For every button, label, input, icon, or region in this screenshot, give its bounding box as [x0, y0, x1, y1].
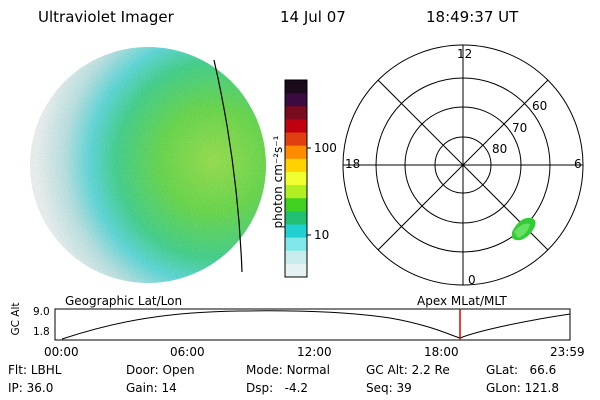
status-ip: IP: 36.0 [8, 381, 54, 395]
status-glon: GLon: 121.8 [486, 381, 559, 395]
timeline-x-tick-3: 18:00 [424, 345, 459, 359]
status-glat: GLat: 66.6 [486, 363, 557, 377]
status-flt: Flt: LBHL [8, 363, 62, 377]
colorbar-unit-label: photon cm⁻²s⁻¹ [271, 135, 285, 229]
time-label: 18:49:37 UT [426, 8, 519, 26]
status-gc-alt: GC Alt: 2.2 Re [366, 363, 450, 377]
colorbar-band [285, 93, 307, 107]
mlat-label-70: 70 [512, 121, 528, 135]
colorbar-tick-100: 100 [314, 141, 337, 155]
mlt-label-18: 18 [345, 157, 361, 171]
mlt-label-12: 12 [457, 47, 473, 61]
uv-earth-image [30, 47, 266, 283]
status-seq: Seq: 39 [366, 381, 412, 395]
status-dsp: Dsp: -4.2 [246, 381, 309, 395]
colorbar-tick-10: 10 [314, 228, 330, 242]
altitude-timeline [54, 308, 571, 341]
polar-grid [342, 44, 584, 286]
timeline-y-tick-1-8: 1.8 [33, 326, 50, 338]
colorbar-band [285, 132, 307, 147]
apex-label: Apex MLat/MLT [417, 294, 507, 308]
date-label: 14 Jul 07 [280, 8, 346, 26]
mlt-label-6: 6 [574, 157, 582, 171]
colorbar-band [285, 224, 307, 239]
colorbar-band [285, 198, 307, 212]
aurora-patch [512, 217, 536, 241]
colorbar-band [285, 263, 307, 278]
status-door: Door: Open [126, 363, 195, 377]
instrument-title: Ultraviolet Imager [38, 8, 174, 26]
timeline-x-tick-0: 00:00 [44, 345, 79, 359]
mlat-label-80: 80 [492, 142, 508, 156]
colorbar-band [285, 237, 307, 252]
timeline-x-tick-1: 06:00 [170, 345, 205, 359]
timeline-y-tick-9: 9.0 [33, 306, 50, 318]
geographic-label: Geographic Lat/Lon [65, 294, 183, 308]
colorbar-band [285, 119, 307, 134]
timeline-y-label: GC Alt [10, 302, 22, 336]
colorbar-band [285, 211, 307, 225]
status-mode: Mode: Normal [246, 363, 330, 377]
timeline-x-tick-2: 12:00 [297, 345, 332, 359]
terminator-line [213, 59, 243, 273]
colorbar [285, 80, 307, 278]
colorbar-band [285, 185, 307, 199]
colorbar-band [285, 106, 307, 120]
colorbar-band [285, 145, 307, 160]
colorbar-band [285, 250, 307, 265]
colorbar-band [285, 171, 307, 186]
colorbar-band [285, 158, 307, 173]
timeline-x-tick-4: 23:59 [550, 345, 585, 359]
mlt-label-0: 0 [468, 273, 476, 287]
status-gain: Gain: 14 [126, 381, 177, 395]
mlat-label-60: 60 [532, 99, 548, 113]
colorbar-band [285, 80, 307, 94]
